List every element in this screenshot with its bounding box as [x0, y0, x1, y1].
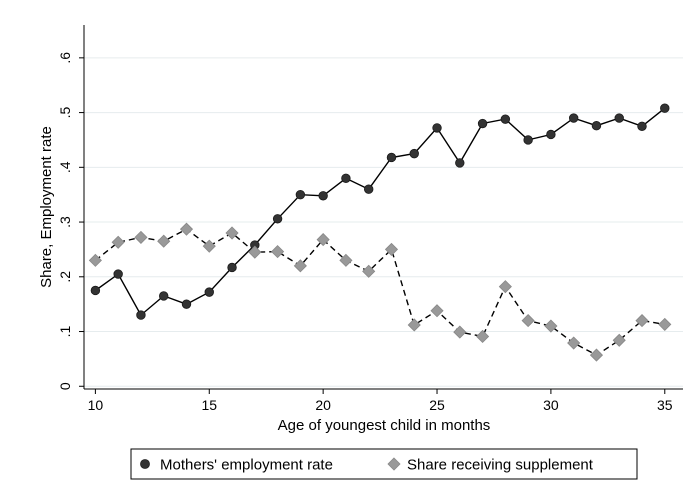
- legend-marker-employment: [141, 460, 150, 469]
- legend: Mothers' employment rate Share receiving…: [131, 449, 637, 479]
- y-tick-label: .5: [57, 107, 73, 119]
- data-point: [91, 286, 100, 295]
- data-point: [296, 190, 305, 199]
- y-tick-label: .4: [57, 161, 73, 173]
- legend-label-supplement: Share receiving supplement: [407, 457, 594, 474]
- x-axis-title: Age of youngest child in months: [278, 417, 491, 434]
- y-tick-label: .3: [57, 216, 73, 228]
- y-tick-label: 0: [57, 382, 73, 390]
- data-point: [342, 174, 351, 183]
- data-point: [592, 121, 601, 130]
- data-point: [410, 149, 419, 158]
- data-point: [273, 214, 282, 223]
- x-tick-label: 20: [315, 397, 331, 413]
- data-point: [501, 115, 510, 124]
- data-point: [205, 288, 214, 297]
- data-point: [615, 114, 624, 123]
- data-point: [660, 104, 669, 113]
- data-point: [159, 292, 168, 301]
- data-point: [364, 185, 373, 194]
- data-point: [638, 122, 647, 131]
- data-point: [228, 263, 237, 272]
- x-tick-label: 10: [88, 397, 104, 413]
- x-tick-label: 15: [201, 397, 217, 413]
- data-point: [524, 136, 533, 145]
- data-point: [387, 153, 396, 162]
- data-point: [547, 130, 556, 139]
- x-tick-label: 30: [543, 397, 559, 413]
- y-tick-label: .1: [57, 325, 73, 337]
- y-axis-title: Share, Employment rate: [38, 126, 55, 288]
- x-tick-label: 25: [429, 397, 445, 413]
- data-point: [137, 311, 146, 320]
- data-point: [433, 124, 442, 133]
- y-tick-label: .6: [57, 52, 73, 64]
- y-tick-label: .2: [57, 271, 73, 283]
- data-point: [319, 191, 328, 200]
- data-point: [114, 270, 123, 279]
- data-point: [478, 119, 487, 128]
- data-point: [182, 300, 191, 309]
- legend-label-employment: Mothers' employment rate: [160, 457, 333, 474]
- data-point: [455, 159, 464, 168]
- data-point: [569, 114, 578, 123]
- x-tick-label: 35: [657, 397, 673, 413]
